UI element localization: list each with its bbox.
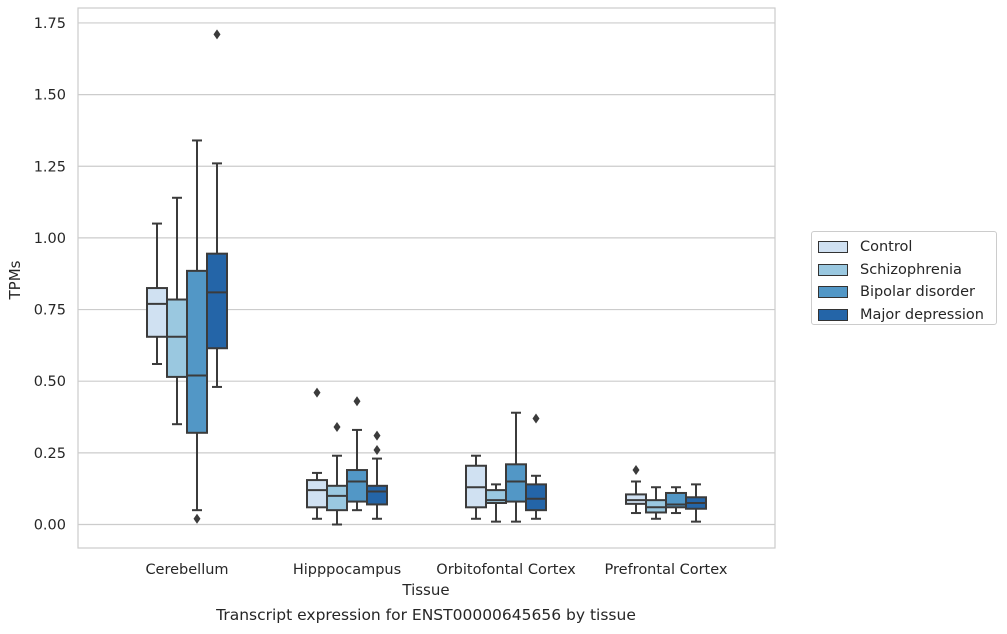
outlier-point bbox=[632, 465, 640, 476]
box-major-depression-prefrontal-cortex bbox=[685, 483, 707, 523]
box-major-depression-orbitofontal-cortex bbox=[525, 413, 547, 520]
legend-swatch-schizophrenia bbox=[818, 263, 848, 276]
outlier-point bbox=[532, 413, 540, 424]
box-schizophrenia-prefrontal-cortex bbox=[645, 486, 667, 520]
y-tick-label: 1.50 bbox=[34, 88, 66, 104]
legend-label-major-depression: Major depression bbox=[860, 306, 984, 323]
y-tick-label: 1.75 bbox=[34, 16, 66, 32]
y-tick-label: 0.00 bbox=[34, 518, 66, 534]
iqr-box bbox=[186, 269, 208, 434]
x-tick-label-hipppocampus: Hipppocampus bbox=[293, 562, 401, 578]
iqr-box bbox=[206, 252, 228, 350]
box-schizophrenia-cerebellum bbox=[166, 196, 188, 426]
box-bipolar-disorder-cerebellum bbox=[186, 139, 208, 524]
box-schizophrenia-hipppocampus bbox=[326, 422, 348, 526]
outlier-point bbox=[373, 444, 381, 455]
box-bipolar-disorder-orbitofontal-cortex bbox=[505, 411, 527, 523]
x-axis-label: Tissue bbox=[401, 581, 449, 599]
box-control-cerebellum bbox=[146, 222, 168, 366]
x-tick-label-cerebellum: Cerebellum bbox=[145, 562, 228, 578]
box-control-hipppocampus bbox=[306, 387, 328, 520]
y-axis-label: TPMs bbox=[6, 260, 24, 300]
series-bipolar-disorder bbox=[186, 139, 687, 524]
legend-label-control: Control bbox=[860, 239, 913, 256]
series-control bbox=[146, 222, 647, 520]
series-major-depression bbox=[206, 29, 707, 523]
y-tick-label: 1.00 bbox=[34, 231, 66, 247]
iqr-box bbox=[326, 484, 348, 512]
legend: Control Schizophrenia Bipolar disorder M… bbox=[811, 231, 997, 325]
box-control-prefrontal-cortex bbox=[625, 465, 647, 515]
iqr-box bbox=[625, 493, 647, 505]
chart-caption: Transcript expression for ENST0000064565… bbox=[216, 606, 636, 624]
outlier-point bbox=[213, 29, 221, 40]
outlier-point bbox=[373, 430, 381, 441]
iqr-box bbox=[166, 298, 188, 378]
legend-label-schizophrenia: Schizophrenia bbox=[860, 261, 962, 278]
legend-item-major-depression: Major depression bbox=[818, 304, 996, 327]
legend-item-schizophrenia: Schizophrenia bbox=[818, 259, 996, 282]
outlier-point bbox=[313, 387, 321, 398]
legend-swatch-bipolar-disorder bbox=[818, 286, 848, 299]
outlier-point bbox=[353, 396, 361, 407]
y-tick-label: 0.25 bbox=[34, 446, 66, 462]
box-bipolar-disorder-prefrontal-cortex bbox=[665, 486, 687, 515]
legend-item-control: Control bbox=[818, 236, 996, 259]
y-axis-ticks: 0.00 0.25 0.50 0.75 1.00 1.25 1.50 1.75 bbox=[34, 16, 66, 534]
box-plot-series bbox=[146, 29, 707, 526]
box-bipolar-disorder-hipppocampus bbox=[346, 396, 368, 512]
plot-frame bbox=[77, 7, 776, 549]
y-tick-label: 0.50 bbox=[34, 374, 66, 390]
outlier-point bbox=[333, 422, 341, 433]
iqr-box bbox=[146, 287, 168, 338]
series-schizophrenia bbox=[166, 196, 667, 526]
outlier-point bbox=[193, 513, 201, 524]
legend-swatch-major-depression bbox=[818, 308, 848, 321]
iqr-box bbox=[346, 469, 368, 503]
x-tick-label-orbitofontal-cortex: Orbitofontal Cortex bbox=[436, 562, 576, 578]
x-axis-ticks: Cerebellum Hipppocampus Orbitofontal Corte… bbox=[145, 562, 727, 578]
x-tick-label-prefrontal-cortex: Prefrontal Cortex bbox=[605, 562, 728, 578]
box-major-depression-cerebellum bbox=[206, 29, 228, 388]
box-schizophrenia-orbitofontal-cortex bbox=[485, 483, 507, 523]
iqr-box bbox=[366, 484, 388, 506]
gridlines bbox=[78, 22, 775, 526]
legend-swatch-control bbox=[818, 241, 848, 254]
iqr-box bbox=[645, 499, 667, 514]
legend-label-bipolar-disorder: Bipolar disorder bbox=[860, 284, 975, 301]
iqr-box bbox=[505, 463, 527, 503]
iqr-box bbox=[306, 479, 328, 509]
iqr-box bbox=[525, 483, 547, 512]
box-major-depression-hipppocampus bbox=[366, 430, 388, 520]
y-tick-label: 1.25 bbox=[34, 159, 66, 175]
box-control-orbitofontal-cortex bbox=[465, 454, 487, 520]
legend-item-bipolar-disorder: Bipolar disorder bbox=[818, 281, 996, 304]
y-tick-label: 0.75 bbox=[34, 303, 66, 319]
